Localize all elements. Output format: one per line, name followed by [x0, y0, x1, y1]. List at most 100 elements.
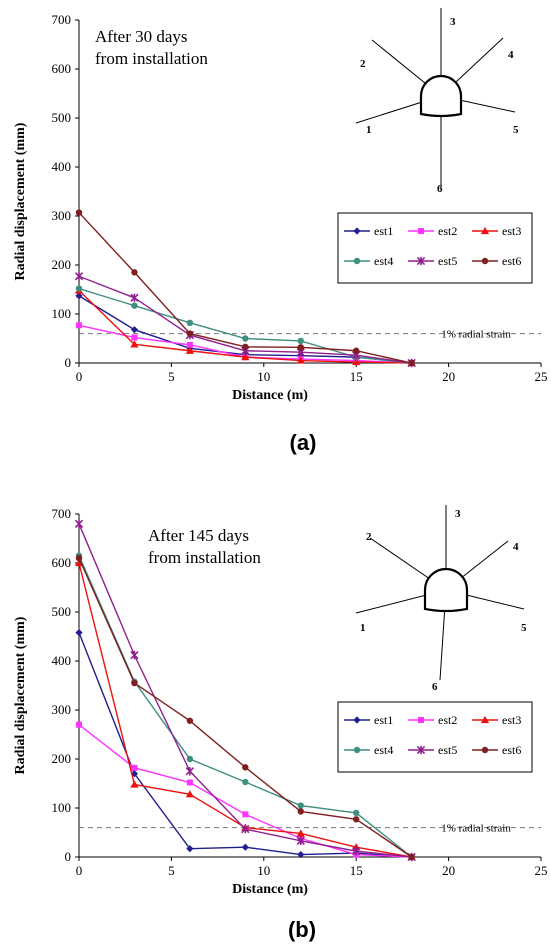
data-point: [297, 850, 305, 859]
data-point: [242, 343, 249, 351]
x-tick-label: 10: [257, 863, 270, 878]
legend-label: est4: [374, 743, 393, 757]
data-point: [185, 767, 195, 776]
legend-marker: [416, 745, 426, 755]
y-tick-label: 500: [52, 110, 72, 125]
legend-marker: [353, 716, 361, 724]
y-axis-label: Radial displacement (mm): [13, 616, 28, 774]
legend-marker: [481, 746, 489, 754]
data-point: [186, 319, 194, 327]
diagram-label: 6: [437, 183, 443, 195]
diagram-label: 2: [360, 58, 366, 70]
series-est3: [74, 286, 416, 367]
data-point: [131, 269, 138, 276]
data-point: [186, 717, 194, 724]
annotation-line: from installation: [148, 548, 261, 567]
data-point: [130, 340, 139, 348]
data-point: [75, 292, 83, 300]
y-tick-label: 500: [52, 604, 72, 619]
legend-label: est6: [502, 743, 521, 757]
legend-item: est3: [472, 224, 521, 238]
legend-item: est3: [472, 713, 521, 727]
legend-marker: [353, 227, 361, 235]
tunnel-diagram: [355, 505, 525, 681]
data-point: [242, 335, 249, 342]
data-point: [130, 293, 139, 303]
legend-item: est5: [408, 254, 457, 268]
data-point: [75, 628, 83, 637]
data-point: [185, 790, 194, 798]
data-point: [241, 353, 250, 361]
y-tick-label: 700: [52, 506, 72, 521]
x-tick-label: 0: [76, 369, 83, 384]
y-tick-label: 400: [52, 159, 72, 174]
data-point: [353, 809, 360, 817]
series-est6: [75, 554, 415, 861]
y-tick-label: 100: [52, 800, 72, 815]
data-point: [186, 779, 193, 786]
y-tick-label: 0: [65, 849, 72, 864]
tunnel-section: [423, 567, 469, 613]
x-tick-label: 5: [168, 369, 175, 384]
data-point: [297, 808, 304, 815]
legend-item: est2: [408, 713, 457, 727]
legend-label: est4: [374, 254, 393, 268]
legend-item: est1: [344, 224, 393, 238]
diagram-label: 3: [450, 16, 456, 28]
data-point: [242, 764, 249, 771]
diagram-label: 1: [360, 622, 366, 634]
legend-box: [337, 212, 533, 284]
y-tick-label: 200: [52, 257, 72, 272]
data-point: [186, 341, 193, 348]
legend-marker: [480, 715, 490, 724]
x-tick-label: 0: [76, 863, 83, 878]
legend-item: est6: [472, 254, 521, 268]
data-point: [186, 755, 194, 763]
legend-marker: [353, 257, 361, 265]
data-point: [74, 519, 84, 528]
data-point: [130, 326, 139, 334]
x-tick-label: 15: [350, 369, 363, 384]
data-point: [185, 346, 194, 354]
data-point: [241, 824, 250, 834]
data-point: [408, 359, 415, 367]
diagram-label: 2: [366, 531, 372, 543]
y-tick-label: 600: [52, 555, 72, 570]
data-point: [297, 802, 304, 809]
legend-marker: [353, 746, 361, 754]
data-point: [296, 829, 305, 837]
legend-label: est1: [374, 713, 393, 727]
y-tick-label: 200: [52, 751, 72, 766]
data-point: [296, 836, 305, 846]
legend: est1 est2 est3 est4 est5 est6: [337, 701, 533, 773]
data-point: [242, 778, 249, 786]
data-point: [186, 330, 194, 337]
legend-item: est6: [472, 743, 521, 757]
x-tick-label: 10: [257, 369, 270, 384]
legend-item: est5: [408, 743, 457, 757]
legend-label: est5: [438, 254, 457, 268]
data-point: [296, 356, 305, 364]
legend-marker: [418, 717, 424, 723]
legend: est1 est2 est3 est4 est5 est6: [337, 212, 533, 284]
series-line: [78, 523, 412, 858]
data-point: [352, 357, 361, 366]
legend-label: est2: [438, 713, 457, 727]
data-point: [75, 209, 83, 216]
legend-label: est3: [502, 713, 521, 727]
annotation-line: After 30 days: [95, 27, 188, 46]
data-point: [131, 302, 138, 309]
data-point: [76, 322, 82, 329]
reference-line-label: 1% radial strain: [441, 329, 511, 341]
diagram-label: 1: [366, 124, 372, 136]
data-point: [408, 853, 415, 861]
diagram-label: 4: [508, 49, 514, 61]
x-axis-label: Distance (m): [232, 882, 308, 897]
diagram-label: 6: [432, 681, 438, 693]
data-point: [131, 334, 138, 341]
series-est6: [75, 209, 415, 367]
data-point: [242, 811, 249, 818]
data-point: [130, 780, 139, 788]
